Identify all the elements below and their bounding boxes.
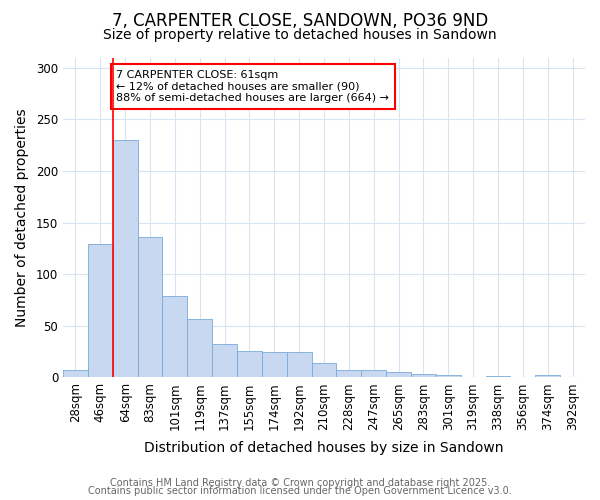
- Bar: [436, 376, 461, 378]
- Bar: [163, 296, 187, 378]
- Bar: [535, 376, 560, 378]
- Text: 7, CARPENTER CLOSE, SANDOWN, PO36 9ND: 7, CARPENTER CLOSE, SANDOWN, PO36 9ND: [112, 12, 488, 30]
- Bar: [287, 352, 311, 378]
- Bar: [63, 370, 88, 378]
- Text: Contains HM Land Registry data © Crown copyright and database right 2025.: Contains HM Land Registry data © Crown c…: [110, 478, 490, 488]
- Y-axis label: Number of detached properties: Number of detached properties: [15, 108, 29, 327]
- Bar: [311, 363, 337, 378]
- Bar: [485, 376, 511, 378]
- Text: Size of property relative to detached houses in Sandown: Size of property relative to detached ho…: [103, 28, 497, 42]
- Text: 7 CARPENTER CLOSE: 61sqm
← 12% of detached houses are smaller (90)
88% of semi-d: 7 CARPENTER CLOSE: 61sqm ← 12% of detach…: [116, 70, 389, 103]
- Bar: [361, 370, 386, 378]
- X-axis label: Distribution of detached houses by size in Sandown: Distribution of detached houses by size …: [144, 441, 504, 455]
- Bar: [113, 140, 137, 378]
- Bar: [386, 372, 411, 378]
- Bar: [262, 352, 287, 378]
- Bar: [187, 318, 212, 378]
- Text: Contains public sector information licensed under the Open Government Licence v3: Contains public sector information licen…: [88, 486, 512, 496]
- Bar: [137, 237, 163, 378]
- Bar: [88, 244, 113, 378]
- Bar: [337, 370, 361, 378]
- Bar: [237, 350, 262, 378]
- Bar: [411, 374, 436, 378]
- Bar: [212, 344, 237, 378]
